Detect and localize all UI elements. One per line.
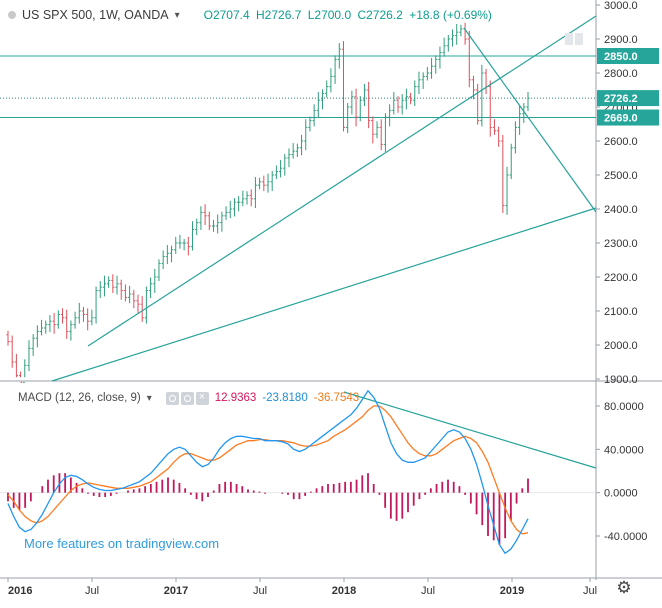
- price-tick-label: 2100.0: [604, 306, 638, 318]
- price-tick-label: 1900.0: [604, 374, 638, 386]
- support-line-tag: [597, 109, 659, 126]
- gear-icon[interactable]: ⚙: [616, 578, 632, 597]
- price-tick-label: 2300.0: [604, 238, 638, 250]
- falling-trendline-price: [463, 27, 597, 213]
- macd-tick-label: -40.0000: [604, 531, 647, 543]
- main-legend: US SPX 500, 1W, OANDA ▾ O2707.4 H2726.7 …: [8, 6, 495, 24]
- price-tick-label: 2800.0: [604, 68, 638, 80]
- signal-line-value: -36.7543: [313, 392, 360, 404]
- screenshot-icon-part: [575, 33, 583, 45]
- macd-histogram-value: 12.9363: [214, 392, 257, 404]
- screenshot-icon[interactable]: [563, 32, 585, 46]
- time-tick-label: Jul: [421, 585, 435, 597]
- high-value: H2726.7: [256, 8, 302, 22]
- visibility-dot-icon[interactable]: [8, 11, 16, 19]
- price-tick-label: 2400.0: [604, 204, 638, 216]
- price-axis[interactable]: 3000.02900.02800.02700.02600.02500.02400…: [596, 0, 659, 543]
- time-tick-label: Jul: [583, 585, 597, 597]
- ohlc-values: O2707.4 H2726.7 L2700.0 C2726.2 +18.8 (+…: [204, 8, 495, 22]
- macd-pane: [0, 389, 596, 555]
- resistance-line-label: 2850.0: [604, 51, 638, 63]
- change-value: +18.8 (+0.69%): [409, 8, 492, 22]
- price-tick-label: 3000.0: [604, 0, 638, 12]
- watermark-link[interactable]: More features on tradingview.com: [24, 536, 220, 551]
- rising-trendline-upper: [87, 15, 597, 347]
- time-tick-label: Jul: [253, 585, 267, 597]
- symbol-title[interactable]: US SPX 500, 1W, OANDA: [22, 8, 169, 22]
- price-tick-label: 2000.0: [604, 340, 638, 352]
- support-line-label: 2669.0: [604, 113, 638, 125]
- grid: [0, 55, 596, 119]
- rising-trendline-lower: [51, 207, 597, 382]
- time-tick-label: 2016: [8, 585, 32, 597]
- price-tick-label: 2900.0: [604, 34, 638, 46]
- close-value: C2726.2: [357, 8, 403, 22]
- time-tick-label: 2017: [164, 585, 188, 597]
- last-price-line-label: 2726.2: [604, 93, 638, 105]
- falling-trendline-macd: [343, 391, 597, 469]
- open-value: O2707.4: [203, 8, 250, 22]
- candlestick-series: [6, 22, 530, 383]
- time-tick-label: 2019: [500, 585, 524, 597]
- chevron-down-icon[interactable]: ▾: [174, 9, 180, 21]
- low-value: L2700.0: [307, 8, 352, 22]
- last-price-line-tag: [597, 90, 659, 107]
- macd-line-value: -23.8180: [262, 392, 308, 404]
- price-tick-label: 2600.0: [604, 136, 638, 148]
- time-axis[interactable]: 2016 Jul 2017 Jul 2018 Jul 2019 Jul: [7, 578, 597, 597]
- trendlines[interactable]: [51, 15, 597, 469]
- macd-tick-label: 40.0000: [604, 444, 644, 456]
- close-icon[interactable]: [195, 391, 209, 405]
- macd-tick-label: 0.0000: [604, 488, 638, 500]
- price-tick-label: 2200.0: [604, 272, 638, 284]
- time-tick-label: 2018: [332, 585, 356, 597]
- resistance-line-tag: [597, 48, 659, 64]
- time-tick-label: Jul: [85, 585, 99, 597]
- macd-label[interactable]: MACD (12, 26, close, 9): [18, 392, 141, 404]
- macd-legend: MACD (12, 26, close, 9) ▾ 12.9363 -23.81…: [18, 390, 359, 406]
- eye-icon[interactable]: [165, 391, 179, 405]
- macd-line: [7, 389, 529, 555]
- price-tick-label: 2500.0: [604, 170, 638, 182]
- screenshot-icon-part: [565, 33, 573, 45]
- macd-tick-label: 80.0000: [604, 401, 644, 413]
- chevron-down-icon[interactable]: ▾: [146, 392, 152, 404]
- settings-icon[interactable]: [180, 391, 194, 405]
